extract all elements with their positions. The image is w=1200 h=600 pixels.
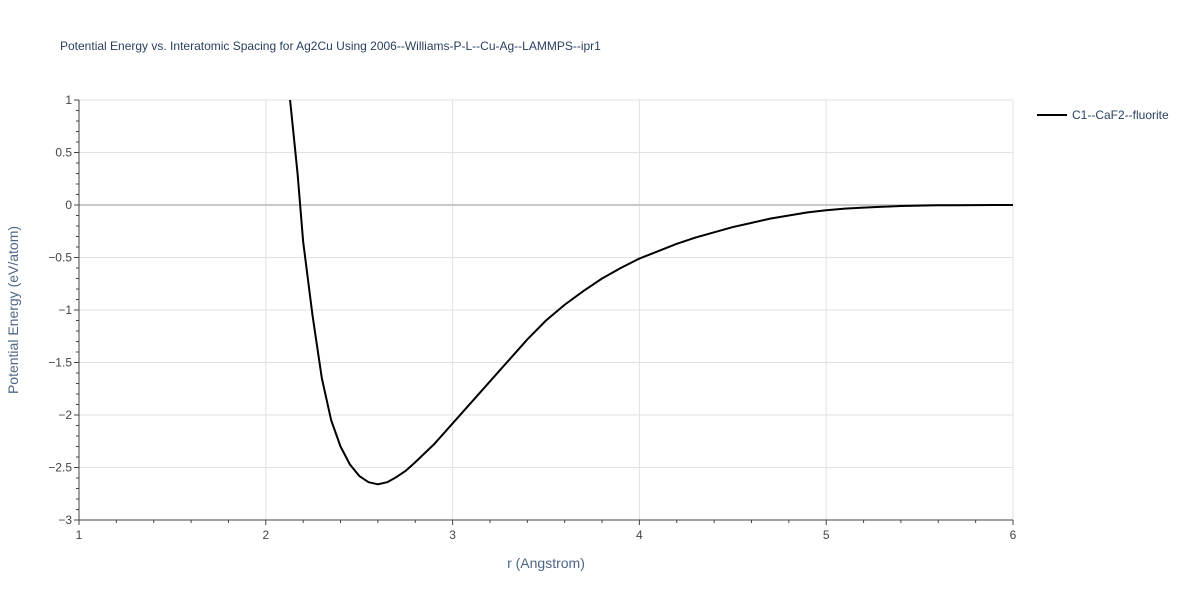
x-tick-label: 4 [636,528,643,542]
x-tick-labels: 1 2 3 4 5 6 [76,528,1017,542]
y-tick-label: −1.5 [48,356,72,370]
x-tick-label: 6 [1010,528,1017,542]
legend[interactable]: C1--CaF2--fluorite [1037,108,1169,122]
y-tick-label: 1 [65,93,72,107]
y-tick-label: 0.5 [55,146,72,160]
series-line-0[interactable] [289,99,1013,486]
y-axis-label: Potential Energy (eV/atom) [5,226,21,394]
y-tick-label: −0.5 [48,251,72,265]
axes [74,99,1014,525]
x-tick-label: 3 [449,528,456,542]
y-tick-label: −1 [58,303,72,317]
legend-label: C1--CaF2--fluorite [1072,108,1169,122]
y-tick-label: −3 [58,513,72,527]
chart-title: Potential Energy vs. Interatomic Spacing… [60,39,601,53]
x-tick-label: 1 [76,528,83,542]
x-axis-label: r (Angstrom) [507,555,585,571]
y-tick-label: 0 [65,198,72,212]
y-tick-labels: −3 −2.5 −2 −1.5 −1 −0.5 0 0.5 1 [48,93,72,527]
x-tick-label: 2 [262,528,269,542]
series-layer [289,99,1013,486]
y-tick-label: −2 [58,408,72,422]
x-tick-label: 5 [823,528,830,542]
y-tick-label: −2.5 [48,461,72,475]
grid [79,99,1014,520]
